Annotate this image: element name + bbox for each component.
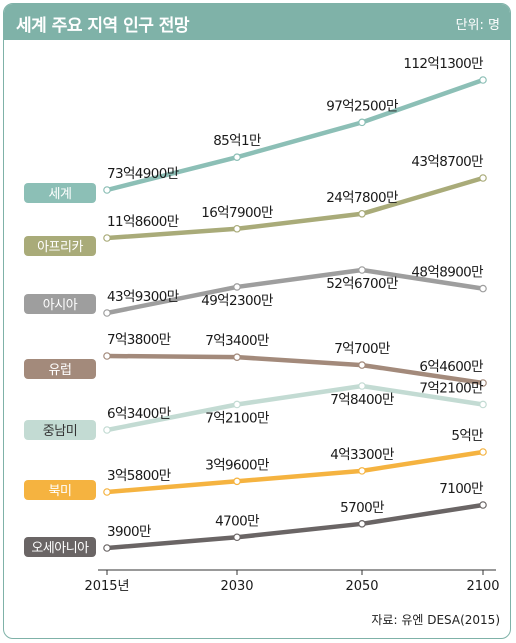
data-label: 7억700만 — [334, 341, 390, 357]
data-label: 85억1만 — [213, 133, 261, 149]
data-label: 6억4600만 — [419, 359, 483, 375]
series-line — [104, 502, 486, 551]
chart-title: 세계 주요 지역 인구 전망 — [16, 16, 190, 36]
data-label: 11억8600만 — [107, 214, 179, 230]
data-label: 48억8900만 — [411, 265, 483, 281]
data-point — [479, 76, 487, 84]
data-label: 4억3300만 — [330, 447, 394, 463]
data-point — [479, 501, 487, 509]
x-tick-label: 2030 — [220, 579, 253, 594]
series-line — [104, 353, 486, 386]
data-point — [358, 361, 366, 369]
data-point — [479, 379, 487, 387]
data-point — [479, 400, 487, 409]
x-tick-label: 2015년 — [84, 579, 129, 594]
data-label: 49억2300만 — [201, 293, 273, 309]
data-label: 7억3800만 — [107, 332, 171, 348]
data-point — [103, 186, 111, 194]
data-label: 3억9600만 — [205, 457, 269, 473]
x-tick-label: 2050 — [345, 579, 378, 594]
series-line — [104, 383, 486, 433]
legend-pill — [24, 183, 96, 203]
data-label: 4700만 — [215, 513, 259, 529]
data-point — [358, 382, 366, 390]
series-4: 7억3800만 7억3400만 7억700만 6억4600만 유럽 — [24, 332, 487, 387]
legend-pill — [24, 537, 96, 557]
data-point — [233, 153, 241, 162]
data-label: 24억7800만 — [326, 190, 398, 206]
data-point — [479, 174, 487, 182]
legend-label: 북미 — [49, 484, 72, 499]
data-point — [103, 488, 111, 496]
legend-pill — [24, 294, 96, 314]
data-point — [358, 520, 366, 528]
data-point — [479, 284, 487, 293]
data-label: 7억2100만 — [419, 380, 483, 396]
data-label: 7억3400만 — [205, 333, 269, 349]
series-line — [104, 449, 486, 495]
legend-pill — [24, 480, 96, 500]
data-label: 7억8400만 — [330, 392, 394, 408]
data-point — [103, 309, 111, 317]
data-point — [233, 400, 241, 409]
data-label: 73억4900만 — [107, 166, 179, 182]
series-line — [104, 175, 486, 241]
data-label: 97억2500만 — [326, 98, 398, 114]
legend-label: 중남미 — [43, 424, 77, 439]
legend-pill — [24, 420, 96, 440]
data-label: 43억8700만 — [411, 154, 483, 170]
data-point — [233, 283, 241, 291]
series-line — [104, 267, 486, 316]
data-point — [233, 533, 241, 542]
data-point — [103, 426, 111, 434]
legend-pill — [24, 236, 96, 256]
data-point — [103, 544, 111, 552]
data-label: 52억6700만 — [326, 276, 398, 292]
data-label: 112억1300만 — [403, 56, 483, 72]
data-point — [103, 352, 111, 360]
header-bar: 세계 주요 지역 인구 전망 단위: 명 — [4, 4, 510, 40]
source-note: 자료: 유엔 DESA(2015) — [371, 613, 500, 627]
data-point — [358, 467, 366, 475]
legend-label: 오세아니아 — [31, 541, 89, 556]
series-line — [104, 77, 486, 193]
data-label: 5700만 — [340, 500, 384, 516]
data-point — [233, 353, 241, 361]
data-label: 6억3400만 — [107, 406, 171, 422]
data-point — [233, 477, 241, 486]
legend-label: 세계 — [49, 187, 72, 202]
legend-label: 유럽 — [49, 363, 72, 378]
data-label: 16억7900만 — [201, 205, 273, 221]
unit-label: 단위: 명 — [455, 18, 500, 33]
legend-pill — [24, 359, 96, 379]
data-label: 3억5800만 — [107, 468, 171, 484]
data-point — [103, 234, 111, 242]
data-label: 5억만 — [451, 428, 483, 444]
legend-label: 아시아 — [43, 298, 78, 313]
data-point — [358, 266, 366, 274]
data-point — [358, 209, 366, 218]
data-point — [358, 118, 366, 127]
data-point — [233, 224, 241, 233]
data-label: 43억9300만 — [107, 289, 179, 305]
data-label: 7억2100만 — [205, 410, 269, 426]
data-label: 3900만 — [107, 524, 151, 540]
x-tick-label: 2100 — [466, 579, 499, 594]
legend-label: 아프리카 — [37, 240, 83, 255]
data-point — [479, 448, 487, 456]
data-label: 7100만 — [439, 481, 483, 497]
